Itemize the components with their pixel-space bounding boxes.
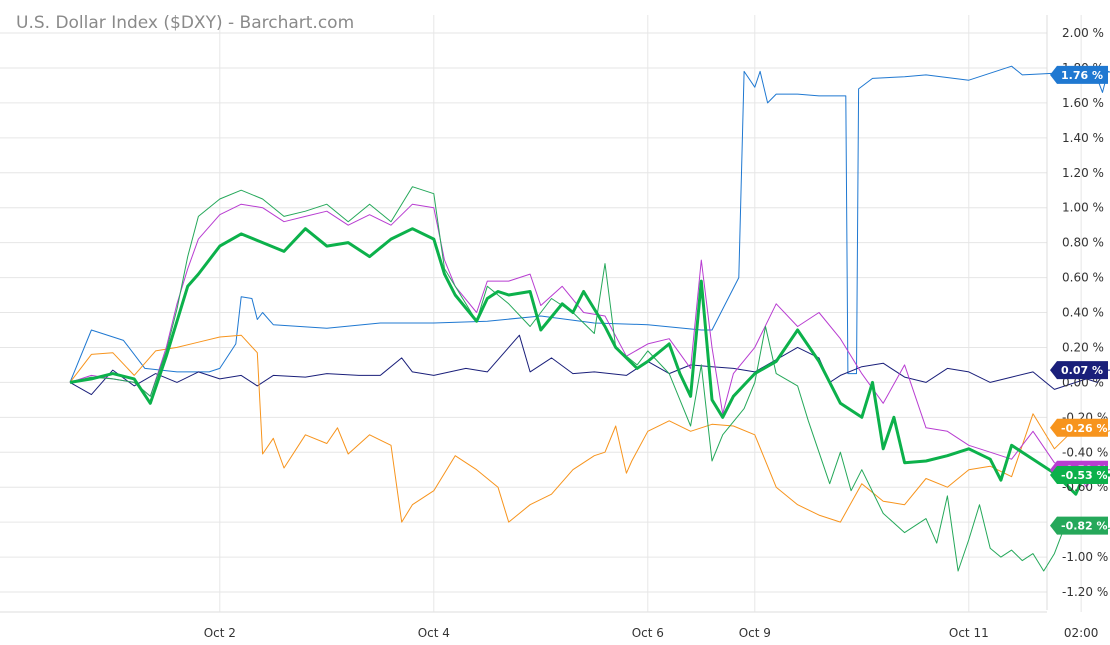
badge-label: -0.53 % (1061, 469, 1108, 482)
y-tick-label: -1.00 % (1062, 550, 1108, 564)
badge-label: -0.26 % (1061, 422, 1108, 435)
last-value-badge: -0.26 % (1050, 418, 1108, 437)
x-tick-label: Oct 6 (632, 626, 664, 640)
series-line-3 (69, 334, 1110, 523)
y-tick-label: 2.00 % (1062, 26, 1104, 40)
series-line-5 (69, 186, 1110, 572)
y-axis-tick-labels: 2.00 %1.80 %1.60 %1.40 %1.20 %1.00 %0.80… (1062, 26, 1108, 599)
y-tick-label: 0.80 % (1062, 236, 1104, 250)
y-tick-label: 1.40 % (1062, 131, 1104, 145)
badge-label: 1.76 % (1061, 69, 1103, 82)
y-tick-label: -1.20 % (1062, 585, 1108, 599)
x-tick-label: 02:00 (1064, 626, 1099, 640)
badge-label: 0.07 % (1061, 364, 1103, 377)
y-tick-label: 1.00 % (1062, 201, 1104, 215)
x-tick-label: Oct 2 (204, 626, 236, 640)
y-tick-label: 0.60 % (1062, 271, 1104, 285)
y-tick-label: 0.40 % (1062, 306, 1104, 320)
x-axis-tick-labels: Oct 2 Oct 4 Oct 6 Oct 9 Oct 11 02:00 (204, 626, 1099, 640)
last-value-badge: 1.76 % (1050, 65, 1108, 84)
badge-label: -0.82 % (1061, 520, 1108, 533)
series-line-4 (69, 203, 1110, 488)
y-tick-label: 1.60 % (1062, 96, 1104, 110)
last-value-badge: 0.07 % (1050, 361, 1108, 380)
last-value-badge: -0.53 % (1050, 465, 1108, 484)
x-tick-label: Oct 4 (418, 626, 450, 640)
grid (0, 15, 1082, 613)
last-value-badge: -0.82 % (1050, 516, 1108, 535)
x-tick-label: Oct 11 (949, 626, 989, 640)
y-tick-label: 0.20 % (1062, 340, 1104, 354)
series-line-6 (69, 227, 1110, 496)
chart-title: U.S. Dollar Index ($DXY) - Barchart.com (16, 13, 354, 33)
series-line-1 (69, 65, 1110, 383)
badge-shape (1050, 516, 1108, 535)
series-layer (69, 65, 1110, 572)
badge-shape (1050, 361, 1108, 380)
series-line-2 (69, 334, 1110, 396)
y-tick-label: -0.40 % (1062, 445, 1108, 459)
x-tick-label: Oct 9 (739, 626, 771, 640)
badge-shape (1050, 418, 1108, 437)
badge-shape (1050, 465, 1108, 484)
y-tick-label: 1.20 % (1062, 166, 1104, 180)
badge-shape (1050, 65, 1108, 84)
last-value-badges: 1.76 %0.07 %-0.26 %-0.50 %-0.82 %-0.53 % (1050, 65, 1108, 535)
